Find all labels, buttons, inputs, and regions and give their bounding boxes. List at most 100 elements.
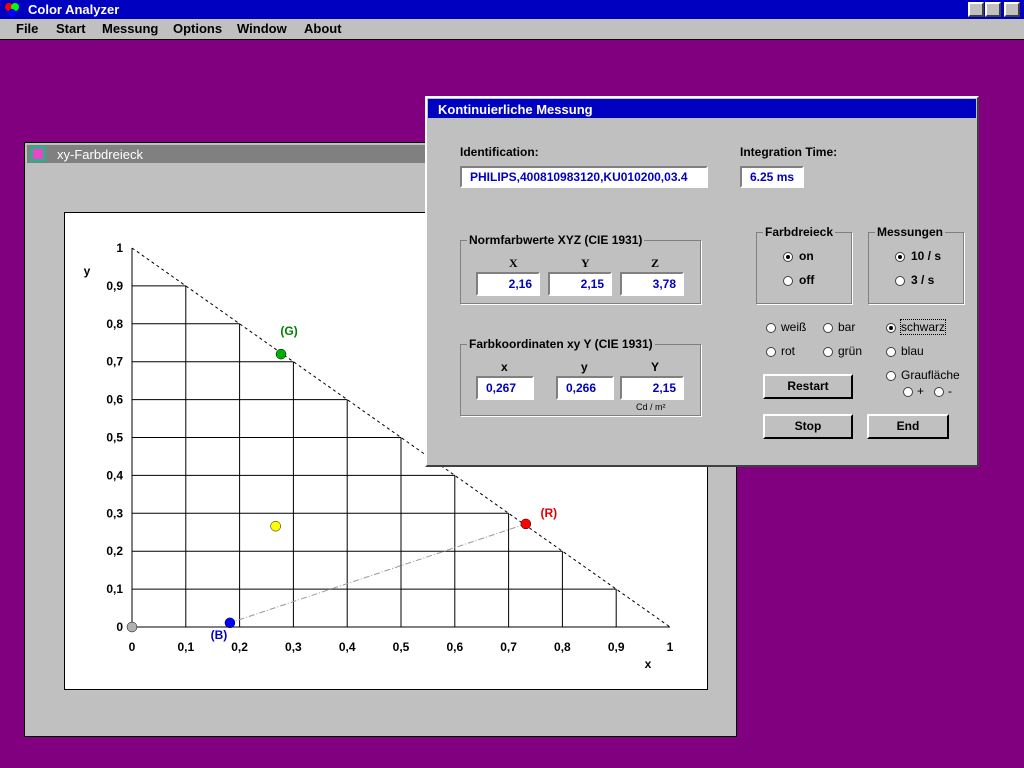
radio-label[interactable]: on	[799, 249, 814, 263]
minimize-button[interactable]	[968, 2, 984, 17]
menu-item[interactable]: Start	[56, 21, 86, 36]
x-tick-label: 0	[129, 640, 136, 654]
radio-button[interactable]	[886, 347, 896, 357]
y-axis-label: y	[84, 264, 91, 278]
x-tick-label: 0,7	[500, 640, 517, 654]
purple-line	[229, 523, 526, 624]
column-header: Y	[651, 360, 660, 374]
menu-item[interactable]: File	[16, 21, 39, 36]
x-tick-label: 0,8	[554, 640, 571, 654]
label: Integration Time:	[740, 145, 838, 159]
restore-button[interactable]	[985, 2, 1001, 17]
group-title: Messungen	[875, 225, 946, 239]
unit-label: Cd / m²	[636, 402, 666, 412]
y-tick-label: 0,9	[106, 279, 123, 293]
radio-label[interactable]: weiß	[781, 320, 807, 334]
radio-button[interactable]	[886, 323, 896, 333]
point-label: (R)	[540, 506, 557, 520]
integration-field: 6.25 ms	[740, 166, 804, 188]
radio-button[interactable]	[895, 252, 905, 262]
y-tick-label: 0,4	[106, 468, 123, 482]
radio-button[interactable]	[903, 387, 913, 397]
column-header: x	[501, 360, 508, 374]
plot-icon	[30, 146, 46, 162]
x-tick-label: 1	[667, 640, 674, 654]
radio-label[interactable]: blau	[901, 344, 924, 358]
dialog-title-bar: Kontinuierliche Messung	[428, 99, 976, 118]
radio-label[interactable]: -	[948, 384, 952, 398]
xyY-group: Farbkoordinaten xy Y (CIE 1931) x y Y 0,…	[460, 337, 701, 416]
group-title: Farbkoordinaten xy Y (CIE 1931)	[467, 337, 655, 351]
value-field: 0,266	[556, 376, 614, 400]
menu-bar: File Start Messung Options Window About	[0, 19, 1024, 40]
menu-item[interactable]: Options	[173, 21, 223, 36]
radio-label[interactable]: 3 / s	[911, 273, 935, 287]
point	[520, 518, 532, 530]
menu-item[interactable]: Messung	[102, 21, 159, 36]
end-button[interactable]: End	[867, 414, 949, 439]
radio-label[interactable]: +	[917, 384, 925, 398]
value-field: 3,78	[620, 272, 684, 296]
column-header: X	[509, 256, 518, 270]
app-title-bar: Color Analyzer	[0, 0, 1024, 19]
x-tick-label: 0,2	[231, 640, 248, 654]
identification-field: PHILIPS,400810983120,KU010200,03.4	[460, 166, 708, 188]
menu-item[interactable]: Window	[237, 21, 287, 36]
point	[126, 621, 138, 633]
value-field: 2,15	[548, 272, 612, 296]
radio-button[interactable]	[823, 323, 833, 333]
app-title: Color Analyzer	[28, 2, 120, 17]
y-tick-label: 0,5	[106, 431, 123, 445]
radio-button[interactable]	[886, 371, 896, 381]
y-tick-label: 0	[116, 620, 123, 634]
radio-button[interactable]	[823, 347, 833, 357]
restart-button[interactable]: Restart	[763, 374, 853, 399]
xyz-group: Normfarbwerte XYZ (CIE 1931) X Y Z 2,16 …	[460, 233, 701, 304]
stop-button[interactable]: Stop	[763, 414, 853, 439]
point	[224, 617, 236, 629]
point	[275, 348, 287, 360]
point	[270, 520, 281, 532]
close-button[interactable]	[1004, 2, 1020, 17]
farbdreieck-group: Farbdreieck on off	[756, 225, 852, 304]
y-tick-label: 0,7	[106, 355, 123, 369]
x-axis-label: x	[645, 657, 652, 671]
menu-item[interactable]: About	[304, 21, 342, 36]
radio-button[interactable]	[766, 323, 776, 333]
radio-label[interactable]: rot	[781, 344, 796, 358]
radio-button[interactable]	[934, 387, 944, 397]
radio-label[interactable]: schwarz	[899, 319, 947, 335]
point-label: (G)	[280, 324, 297, 338]
y-tick-label: 0,6	[106, 393, 123, 407]
y-tick-label: 0,1	[106, 582, 123, 596]
radio-label[interactable]: bar	[838, 320, 856, 334]
value-field: 2,16	[476, 272, 540, 296]
radio-label[interactable]: grün	[838, 344, 863, 358]
radio-button[interactable]	[783, 276, 793, 286]
column-header: y	[581, 360, 588, 374]
radio-button[interactable]	[783, 252, 793, 262]
radio-button[interactable]	[766, 347, 776, 357]
radio-label[interactable]: Graufläche	[901, 368, 960, 382]
column-header: Z	[651, 256, 660, 270]
value-field: 2,15	[620, 376, 684, 400]
x-tick-label: 0,6	[446, 640, 463, 654]
radio-label[interactable]: off	[799, 273, 815, 287]
y-tick-label: 0,3	[106, 506, 123, 520]
app-icon	[5, 3, 19, 17]
group-title: Normfarbwerte XYZ (CIE 1931)	[467, 233, 645, 247]
dialog: Kontinuierliche Messung Identification: …	[425, 96, 979, 467]
label: Identification:	[460, 145, 539, 159]
column-header: Y	[581, 256, 590, 270]
y-tick-label: 1	[116, 241, 123, 255]
spectral-line	[131, 247, 671, 628]
plot-title: xy-Farbdreieck	[57, 147, 143, 162]
messungen-group: Messungen 10 / s 3 / s	[868, 225, 964, 304]
x-tick-label: 0,5	[393, 640, 410, 654]
x-tick-label: 0,4	[339, 640, 356, 654]
radio-label[interactable]: 10 / s	[911, 249, 942, 263]
x-tick-label: 0,3	[285, 640, 302, 654]
radio-button[interactable]	[895, 276, 905, 286]
y-tick-label: 0,2	[106, 544, 123, 558]
